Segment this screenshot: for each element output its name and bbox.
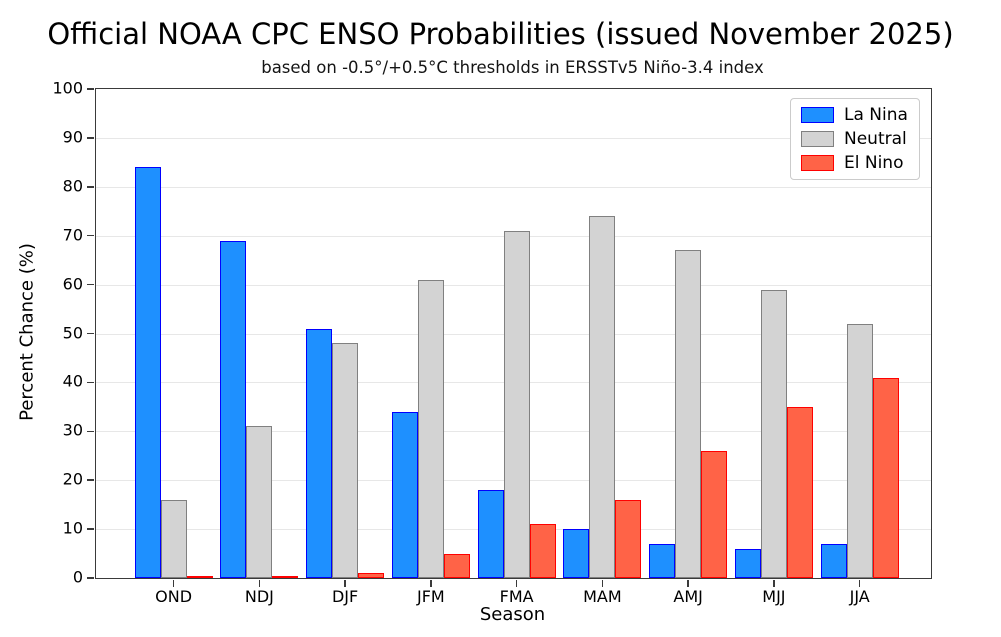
legend-item-neutral: Neutral — [801, 129, 908, 149]
bar-la-nina-mam — [563, 529, 590, 578]
bar-el-nino-djf — [358, 573, 385, 578]
y-tick-label: 60 — [62, 274, 83, 294]
x-tick-label-ndj: NDJ — [244, 587, 274, 606]
legend-swatch-neutral — [801, 131, 834, 147]
bar-la-nina-amj — [649, 543, 676, 578]
bar-el-nino-jja — [872, 377, 899, 578]
x-tick-label-amj: AMJ — [673, 587, 703, 606]
y-tick — [87, 381, 94, 384]
y-tick — [87, 332, 94, 335]
bar-el-nino-ond — [186, 576, 213, 578]
bar-el-nino-fma — [529, 524, 556, 578]
bar-la-nina-djf — [306, 328, 333, 578]
y-tick-label: 70 — [62, 225, 83, 245]
x-tick — [515, 580, 518, 587]
y-tick-label: 40 — [62, 371, 83, 391]
chart-title: Official NOAA CPC ENSO Probabilities (is… — [47, 17, 954, 51]
gridline-90 — [96, 137, 931, 139]
bar-el-nino-amj — [701, 450, 728, 578]
x-tick-label-jja: JJA — [849, 587, 870, 606]
y-tick — [87, 479, 94, 481]
y-tick-label: 0 — [72, 567, 83, 587]
legend-label: La Nina — [844, 105, 908, 125]
y-tick — [87, 186, 94, 188]
bar-neutral-fma — [503, 230, 530, 578]
x-tick — [773, 580, 775, 587]
bar-neutral-amj — [675, 250, 702, 578]
x-tick — [687, 580, 689, 587]
y-tick-label: 50 — [62, 323, 83, 343]
x-tick-label-jfm: JFM — [417, 587, 445, 606]
bar-la-nina-jfm — [391, 411, 418, 578]
legend-swatch-el-nino — [801, 155, 834, 171]
plot-area: 0 10 20 30 40 50 60 70 80 90 100 OND NDJ DJF JFM FMA MAM… — [52, 79, 932, 606]
legend-label: Neutral — [844, 129, 907, 149]
bar-neutral-ndj — [246, 426, 273, 578]
bar-la-nina-jja — [820, 543, 847, 578]
bar-neutral-ond — [160, 499, 187, 578]
y-tick — [87, 577, 94, 579]
bar-el-nino-jfm — [443, 553, 470, 578]
bar-neutral-jfm — [417, 279, 444, 578]
bar-la-nina-ndj — [220, 240, 247, 578]
y-tick — [87, 528, 94, 530]
legend: La Nina Neutral El Nino — [790, 98, 920, 180]
x-tick — [858, 580, 861, 587]
legend-swatch-la-nina — [801, 107, 834, 123]
x-tick — [258, 580, 261, 587]
y-tick — [87, 137, 94, 139]
y-tick-label: 30 — [62, 420, 83, 440]
x-tick — [344, 580, 346, 587]
y-tick-label: 10 — [62, 518, 83, 538]
y-tick — [87, 430, 94, 433]
y-tick-label: 20 — [62, 469, 83, 489]
y-tick — [87, 283, 94, 286]
bar-neutral-djf — [332, 343, 359, 578]
bar-neutral-jja — [846, 323, 873, 578]
legend-item-el-nino: El Nino — [801, 153, 908, 173]
x-tick-label-fma: FMA — [499, 587, 534, 606]
bar-neutral-mam — [589, 216, 616, 578]
chart-subtitle: based on -0.5°/+0.5°C thresholds in ERSS… — [261, 58, 764, 77]
bar-el-nino-mjj — [786, 406, 813, 578]
x-tick-label-mjj: MJJ — [762, 587, 786, 606]
x-tick-label-ond: OND — [155, 587, 193, 606]
x-tick — [601, 580, 604, 587]
x-tick — [430, 580, 432, 587]
gridline-80 — [96, 186, 931, 188]
x-tick-label-djf: DJF — [331, 587, 359, 606]
x-axis-label: Season — [479, 604, 546, 625]
bar-el-nino-mam — [615, 499, 642, 578]
y-tick-label: 90 — [62, 127, 83, 147]
x-tick-label-mam: MAM — [583, 587, 622, 606]
legend-label: El Nino — [844, 153, 904, 173]
y-tick — [87, 234, 94, 237]
y-tick — [87, 88, 94, 90]
x-tick — [172, 580, 175, 587]
bar-la-nina-ond — [134, 167, 161, 578]
bar-la-nina-fma — [477, 489, 504, 578]
bar-neutral-mjj — [760, 289, 787, 578]
y-axis-label: Percent Chance (%) — [16, 243, 38, 421]
bar-el-nino-ndj — [272, 576, 299, 578]
legend-item-la-nina: La Nina — [801, 105, 908, 125]
y-tick-label: 80 — [62, 176, 83, 196]
bar-la-nina-mjj — [734, 548, 761, 578]
y-tick-label: 100 — [52, 78, 83, 98]
